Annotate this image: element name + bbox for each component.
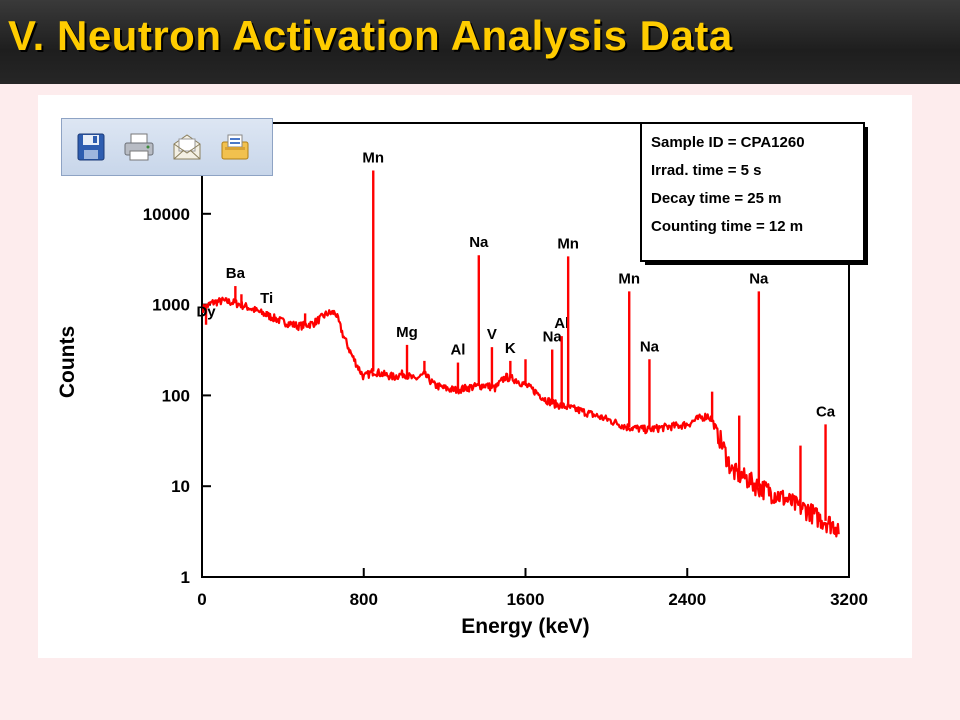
peak-label: Mn xyxy=(362,149,384,166)
email-icon xyxy=(173,134,201,160)
peak-label: K xyxy=(505,340,516,357)
title-bar: V. Neutron Activation Analysis Data xyxy=(0,0,960,84)
print-icon xyxy=(124,133,154,161)
figure-toolbar xyxy=(61,118,273,176)
print-button[interactable] xyxy=(122,130,156,164)
peak-label: Ca xyxy=(816,403,836,420)
peak-label: Na xyxy=(543,329,563,346)
export-button[interactable] xyxy=(218,130,252,164)
export-icon xyxy=(221,134,249,160)
spectrum-chart: 0 800 1600 2400 3200 1 10 100 1000 10000 Dy Ba Ti Mn… xyxy=(56,122,868,638)
peak-label: Mn xyxy=(618,270,640,287)
peak-label: Ba xyxy=(226,265,246,282)
peak-label: Na xyxy=(640,338,660,355)
y-axis-title: Counts xyxy=(56,326,79,398)
y-tick-label: 100 xyxy=(162,386,190,405)
y-tick-label: 10000 xyxy=(143,205,190,224)
peak-label: Dy xyxy=(196,304,216,321)
info-line: Counting time = 12 m xyxy=(651,218,803,235)
slide-title: V. Neutron Activation Analysis Data xyxy=(8,12,733,59)
peak-label: Mn xyxy=(557,235,579,252)
x-axis-title: Energy (keV) xyxy=(461,615,589,638)
y-tick-label: 10 xyxy=(171,477,190,496)
info-line: Decay time = 25 m xyxy=(651,190,782,207)
x-tick-label: 1600 xyxy=(507,590,545,609)
peak-label: Al xyxy=(554,315,569,332)
save-icon xyxy=(77,133,105,161)
spectrum-figure: 0 800 1600 2400 3200 1 10 100 1000 10000 Dy Ba Ti Mn… xyxy=(38,95,912,658)
x-tick-label: 3200 xyxy=(830,590,868,609)
y-tick-label: 1 xyxy=(181,568,190,587)
x-tick-label: 2400 xyxy=(668,590,706,609)
peak-label: Na xyxy=(469,234,489,251)
save-button[interactable] xyxy=(74,130,108,164)
peak-label: Ti xyxy=(260,290,273,307)
info-line: Sample ID = CPA1260 xyxy=(651,134,805,151)
peak-label: V xyxy=(487,326,497,343)
peak-label: Mg xyxy=(396,324,418,341)
x-tick-label: 800 xyxy=(350,590,378,609)
x-tick-label: 0 xyxy=(197,590,206,609)
peak-label: Al xyxy=(450,342,465,359)
y-tick-label: 1000 xyxy=(152,296,190,315)
email-button[interactable] xyxy=(170,130,204,164)
info-box xyxy=(640,122,865,262)
spectrum-line xyxy=(201,296,840,538)
info-line: Irrad. time = 5 s xyxy=(651,162,761,179)
peak-label: Na xyxy=(749,270,769,287)
